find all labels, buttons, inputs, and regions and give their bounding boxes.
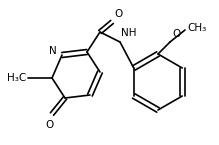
Text: O: O	[172, 29, 180, 39]
Text: O: O	[46, 120, 54, 130]
Text: O: O	[114, 9, 122, 19]
Text: H₃C: H₃C	[7, 73, 26, 83]
Text: N: N	[49, 46, 57, 56]
Text: NH: NH	[121, 28, 136, 38]
Text: CH₃: CH₃	[187, 23, 206, 33]
